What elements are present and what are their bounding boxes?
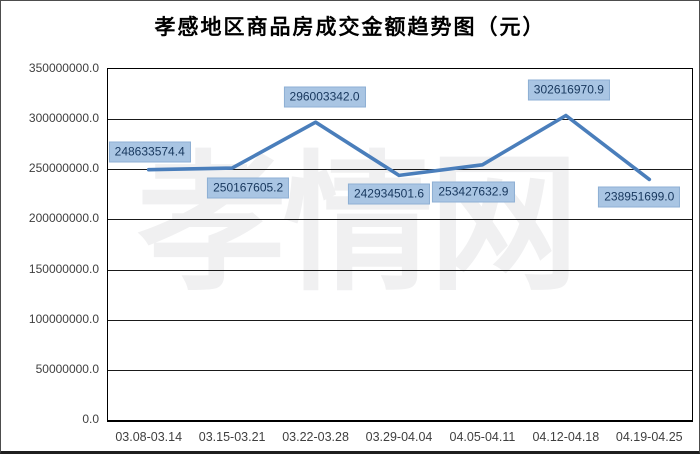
- gridline: [108, 319, 692, 321]
- data-label: 296003342.0: [283, 86, 366, 108]
- x-tick-label: 04.19-04.25: [615, 430, 683, 444]
- y-tick-label: 50000000.0: [35, 361, 99, 376]
- data-label: 250167605.2: [207, 177, 290, 199]
- y-tick-label: 0.0: [82, 412, 99, 426]
- x-tick-label: 03.22-03.28: [282, 430, 349, 444]
- chart-title: 孝感地区商品房成交金额趋势图（元）: [154, 15, 546, 39]
- y-tick-label: 300000000.0: [28, 111, 99, 126]
- y-tick-label: 100000000.0: [28, 311, 99, 326]
- gridline: [108, 219, 692, 221]
- x-tick-label: 04.12-04.18: [532, 430, 600, 444]
- y-tick-label: 350000000.0: [28, 61, 99, 75]
- y-tick-label: 250000000.0: [28, 161, 99, 176]
- gridline: [108, 119, 692, 121]
- y-tick-label: 150000000.0: [28, 261, 99, 276]
- x-tick-label: 04.05-04.11: [449, 430, 516, 444]
- gridline: [108, 169, 692, 171]
- data-label: 242934501.6: [347, 183, 431, 205]
- x-tick-label: 03.15-03.21: [198, 430, 266, 444]
- x-tick-label: 03.08-03.14: [115, 430, 183, 444]
- gridline: [108, 369, 692, 371]
- data-label: 253427632.9: [432, 181, 515, 203]
- plot-area: [107, 68, 693, 422]
- x-tick-label: 03.29-04.04: [365, 430, 433, 444]
- data-label: 238951699.0: [598, 186, 681, 208]
- data-label: 302616970.9: [527, 79, 610, 101]
- gridline: [108, 269, 692, 271]
- data-label: 248633574.4: [108, 141, 191, 163]
- y-tick-label: 200000000.0: [28, 211, 99, 226]
